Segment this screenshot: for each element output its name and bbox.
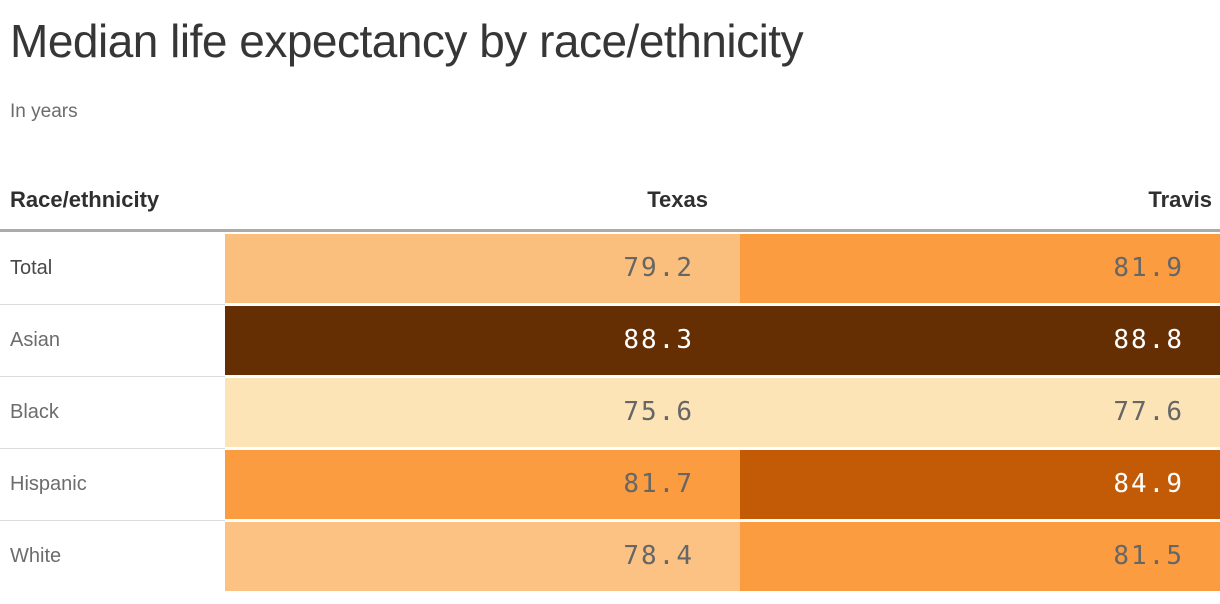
cell-texas-value: 75.6	[225, 378, 740, 447]
column-header-travis: Travis	[1148, 187, 1212, 212]
cell-travis-value: 77.6	[740, 378, 1220, 447]
cell-travis-value: 84.9	[740, 450, 1220, 519]
cell-travis-value: 81.5	[740, 522, 1220, 591]
cell-texas-value: 88.3	[225, 306, 740, 375]
cell-texas-value: 78.4	[225, 522, 740, 591]
cell-travis-value: 88.8	[740, 306, 1220, 375]
column-header-race-ethnicity: Race/ethnicity	[10, 187, 160, 212]
cell-texas-value: 81.7	[225, 450, 740, 519]
page-subtitle: In years	[10, 101, 78, 122]
row-label: Black	[0, 378, 225, 447]
row-divider	[0, 448, 225, 449]
cell-travis-value: 81.9	[740, 234, 1220, 303]
cell-texas-value: 79.2	[225, 234, 740, 303]
table-row-total: Total 79.2 81.9	[0, 234, 1220, 303]
row-divider	[0, 376, 225, 377]
table-row-asian: Asian 88.3 88.8	[0, 306, 1220, 375]
row-label: Total	[0, 234, 225, 303]
row-label: Hispanic	[0, 450, 225, 519]
row-label: Asian	[0, 306, 225, 375]
page-title: Median life expectancy by race/ethnicity	[10, 15, 804, 67]
row-divider	[0, 520, 225, 521]
header-divider	[0, 229, 1220, 232]
table-row-hispanic: Hispanic 81.7 84.9	[0, 450, 1220, 519]
column-header-texas: Texas	[647, 187, 708, 212]
table-row-white: White 78.4 81.5	[0, 522, 1220, 591]
table-row-black: Black 75.6 77.6	[0, 378, 1220, 447]
row-label: White	[0, 522, 225, 591]
row-divider	[0, 304, 225, 305]
